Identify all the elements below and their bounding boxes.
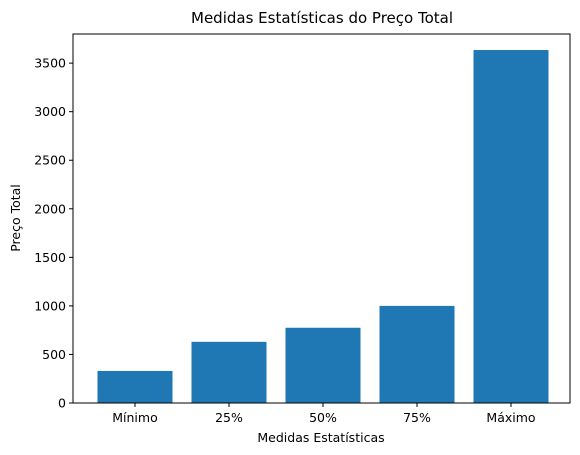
y-tick-label-0: 0	[58, 396, 66, 411]
x-tick-label-2: 50%	[309, 410, 337, 425]
y-tick-label-2: 1000	[34, 298, 66, 313]
y-tick-label-3: 1500	[34, 250, 66, 265]
y-tick-label-5: 2500	[34, 153, 66, 168]
y-axis-label: Preço Total	[8, 184, 23, 252]
y-tick-label-1: 500	[42, 347, 66, 362]
y-tick-label-6: 3000	[34, 104, 66, 119]
bars-group	[97, 50, 549, 403]
bar-0	[97, 370, 173, 403]
y-tick-label-4: 2000	[34, 201, 66, 216]
x-axis-label: Medidas Estatísticas	[257, 430, 384, 445]
x-tick-label-3: 75%	[403, 410, 431, 425]
x-axis-ticks: Mínimo 25% 50% 75% Máximo	[112, 403, 536, 425]
bar-3	[379, 305, 455, 403]
y-tick-label-7: 3500	[34, 56, 66, 71]
x-tick-label-0: Mínimo	[112, 410, 157, 425]
x-tick-label-4: Máximo	[486, 410, 535, 425]
y-axis-ticks: 0 500 1000 1500 2000 2500 3000 3500	[34, 56, 73, 411]
chart-title: Medidas Estatísticas do Preço Total	[191, 9, 453, 27]
bar-1	[191, 341, 267, 403]
plot-frame	[72, 33, 571, 404]
bar-2	[285, 327, 361, 403]
x-tick-label-1: 25%	[215, 410, 243, 425]
bar-4	[473, 50, 549, 403]
